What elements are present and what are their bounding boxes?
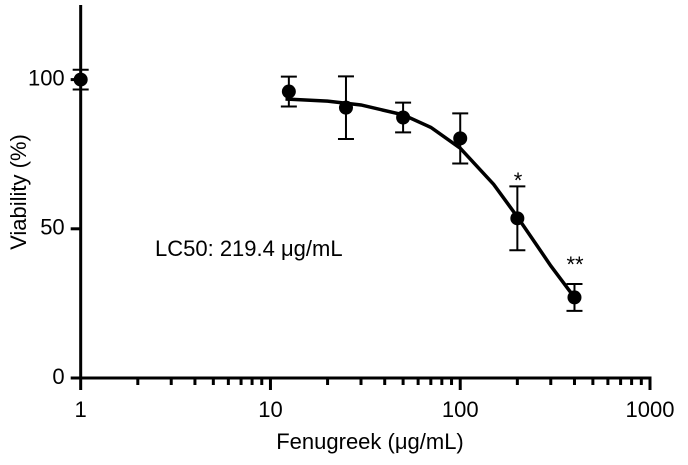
x-tick-label: 10 <box>258 397 282 422</box>
fit-curve <box>285 97 576 299</box>
y-axis-title: Viability (%) <box>6 134 31 250</box>
annotation: * <box>514 168 523 193</box>
x-axis-title: Fenugreek (μg/mL) <box>276 429 464 454</box>
y-tick-label: 0 <box>52 364 64 389</box>
data-point <box>453 131 468 146</box>
x-tick-label: 1000 <box>626 397 675 422</box>
x-tick-label: 1 <box>75 397 87 422</box>
data-point <box>73 72 88 87</box>
y-tick-label: 100 <box>28 65 65 90</box>
y-tick-label: 50 <box>40 215 64 240</box>
data-point <box>281 84 296 99</box>
annotation: ** <box>566 252 584 277</box>
annotation: LC50: 219.4 μg/mL <box>155 236 343 261</box>
x-tick-label: 100 <box>442 397 479 422</box>
